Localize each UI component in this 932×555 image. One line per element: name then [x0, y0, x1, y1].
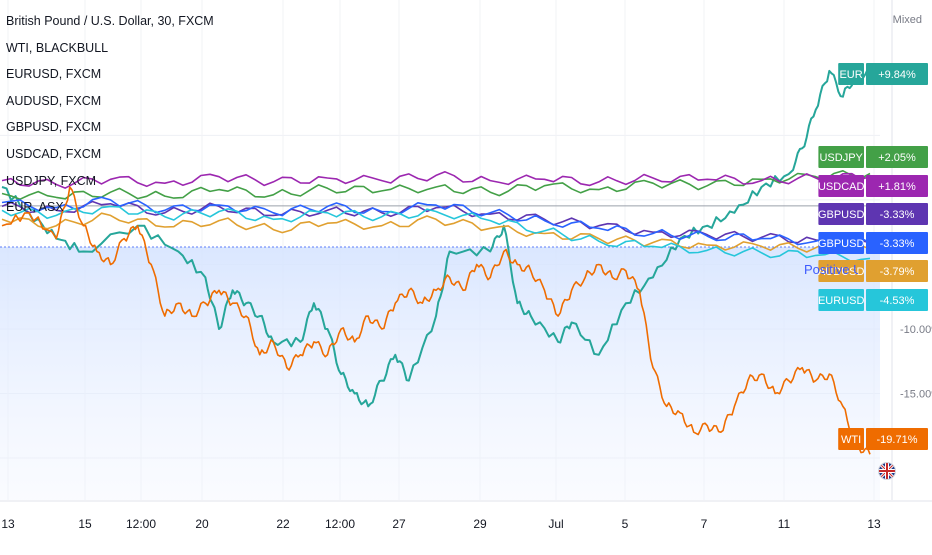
badge-name-bg	[818, 232, 864, 254]
price-badge-wti: WTI -19.71%	[838, 428, 928, 450]
badge-name: EUR	[839, 69, 862, 81]
scale-mode-label[interactable]: Mixed	[892, 14, 922, 26]
legend-item-gbpusd[interactable]: GBPUSD, FXCM	[6, 120, 102, 135]
badge-value: +2.05%	[878, 152, 916, 164]
badge-value-bg	[866, 260, 928, 282]
badge-name-bg	[818, 260, 864, 282]
y-tick-label: -10.00%	[900, 324, 932, 336]
x-tick-label: 12:00	[126, 517, 156, 531]
price-badge-usdjpy: USDJPY +2.05%	[818, 146, 928, 168]
legend-item-audusd[interactable]: AUDUSD, FXCM	[6, 93, 102, 108]
price-badge-gbpusd: GBPUSD -3.33%	[818, 203, 928, 225]
x-tick-label: 7	[701, 517, 708, 531]
legend: British Pound / U.S. Dollar, 30, FXCM WT…	[6, 8, 214, 221]
badge-value-bg	[866, 146, 928, 168]
price-badges: EUR +9.84% USDJPY +2.05% USDCAD +1.81% GBPUSD -…	[818, 63, 928, 450]
badge-value: -3.33%	[880, 209, 915, 221]
badge-value-bg	[866, 232, 928, 254]
badge-value-bg	[866, 175, 928, 197]
y-tick-label: -15.00%	[900, 388, 932, 400]
price-badge-eur: EUR +9.84%	[838, 63, 928, 85]
x-tick-label: 5	[622, 517, 629, 531]
price-badge-audusd: AUDUSD -3.79%	[818, 260, 928, 282]
legend-item-eur[interactable]: EUR, ASX	[6, 200, 64, 215]
x-tick-label: 29	[473, 517, 487, 531]
series-line-gbpusd-3	[1, 200, 871, 247]
legend-item-usdjpy[interactable]: USDJPY, FXCM	[6, 173, 97, 188]
legend-item-eurusd[interactable]: EURUSD, FXCM	[6, 67, 102, 82]
x-tick-label: 13	[867, 517, 881, 531]
x-tick-label: 12:00	[325, 517, 355, 531]
x-tick-label: Jul	[548, 517, 563, 531]
badge-name-bg	[838, 63, 864, 85]
badge-name: EURUSD	[818, 295, 865, 307]
series-line-eurusd-6	[1, 205, 871, 263]
badge-value-bg	[866, 63, 928, 85]
badge-name: USDCAD	[818, 181, 865, 193]
legend-item-wti[interactable]: WTI, BLACKBULL	[6, 40, 109, 55]
badge-name: USDJPY	[819, 152, 863, 164]
badge-value: +1.81%	[878, 181, 916, 193]
series-line-audusd-5	[1, 212, 871, 253]
price-badge-gbpusd: GBPUSD -3.33%	[818, 232, 928, 254]
price-badge-eurusd: EURUSD -4.53%	[818, 289, 928, 311]
badge-value-bg	[866, 428, 928, 450]
badge-name: GBPUSD	[818, 238, 865, 250]
legend-title[interactable]: British Pound / U.S. Dollar, 30, FXCM	[6, 14, 214, 28]
x-tick-label: 22	[276, 517, 290, 531]
price-badge-usdcad: USDCAD +1.81%	[818, 175, 928, 197]
x-tick-label: 13	[1, 517, 15, 531]
badge-value: -19.71%	[877, 434, 918, 446]
annotation-text: Positive US-Non	[804, 262, 858, 277]
x-tick-label: 15	[78, 517, 92, 531]
x-tick-label: 11	[778, 517, 791, 531]
badge-value: -4.53%	[880, 295, 915, 307]
badge-name: AUDUSD	[818, 266, 865, 278]
badge-name: WTI	[841, 434, 861, 446]
badge-value: +9.84%	[878, 69, 916, 81]
series-line-eur-0	[1, 68, 871, 408]
badge-name-bg	[818, 146, 864, 168]
legend-item-usdcad[interactable]: USDCAD, FXCM	[6, 146, 102, 161]
uk-flag-icon	[878, 462, 896, 480]
badge-value: -3.33%	[880, 238, 915, 250]
series-line-usdjpy-1	[1, 170, 871, 200]
series-group	[1, 68, 871, 455]
badge-name-bg	[818, 175, 864, 197]
badge-name: GBPUSD	[818, 209, 865, 221]
series-line-gbpusd-4	[1, 196, 871, 247]
badge-name-bg	[818, 289, 864, 311]
axes: 13 15 12:00 20 22 12:00 27 29 Jul 5 7 11 13 -10.00% -1…	[0, 0, 932, 531]
x-tick-label: 27	[392, 517, 406, 531]
area-fill-rect	[0, 247, 880, 500]
badge-value: -3.79%	[880, 266, 915, 278]
series-line-usdcad-2	[1, 171, 871, 189]
badge-name-bg	[838, 428, 864, 450]
series-line-wti-7	[1, 186, 871, 455]
badge-value-bg	[866, 289, 928, 311]
area-fill	[0, 246, 880, 500]
x-tick-label: 20	[195, 517, 209, 531]
badge-value-bg	[866, 203, 928, 225]
badge-name-bg	[818, 203, 864, 225]
